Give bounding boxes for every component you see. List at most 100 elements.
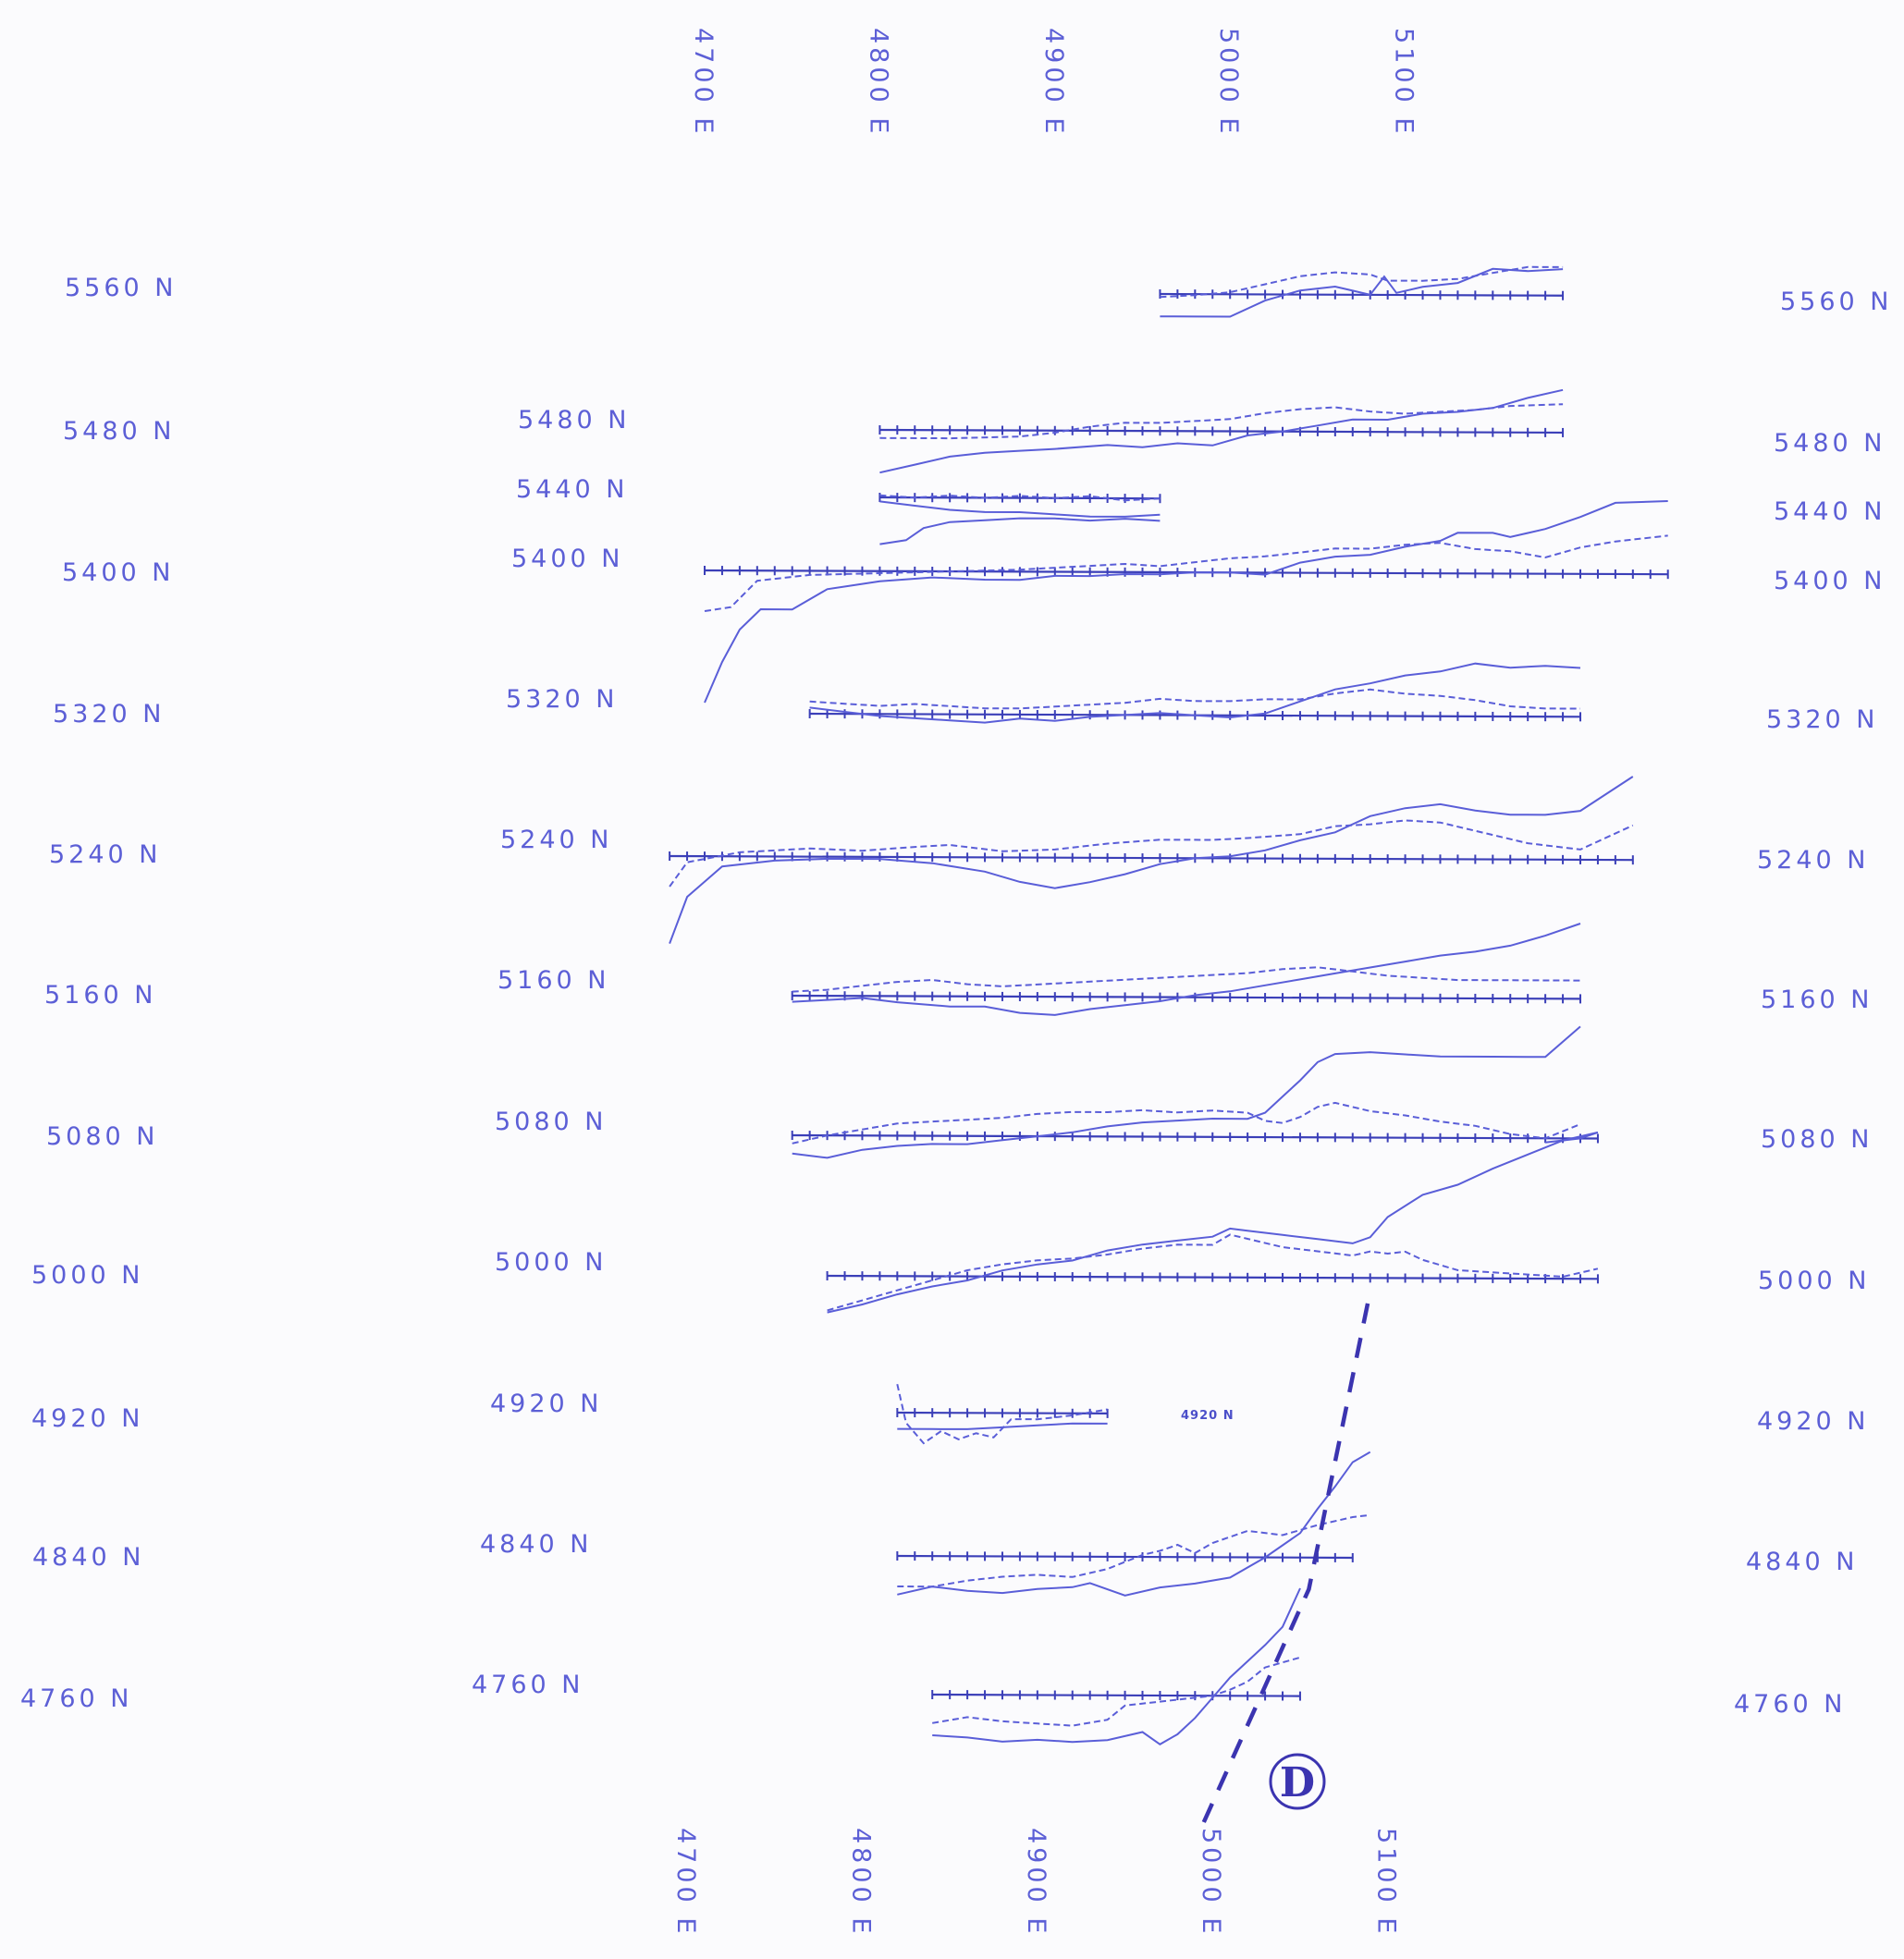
dashed-profile [879, 403, 1564, 440]
dashed-profile [669, 819, 1634, 888]
mid-row-label-5440-n: 5440 N [516, 475, 629, 504]
profile-5480-n [878, 388, 1565, 474]
dashed-profile [809, 688, 1581, 710]
solid-profile [792, 1025, 1581, 1159]
baseline [932, 1693, 1300, 1697]
right-row-label-5240-n: 5240 N [1757, 846, 1870, 875]
profile-5320-n [808, 662, 1581, 724]
top-axis-label-4700-e: 4700 E [689, 28, 718, 137]
right-row-label-4760-n: 4760 N [1734, 1690, 1847, 1719]
right-row-label-5400-n: 5400 N [1774, 567, 1886, 595]
top-axis-label-5100-e: 5100 E [1390, 28, 1419, 137]
dashed-profile [827, 1233, 1599, 1312]
marker-letter: D [1280, 1759, 1315, 1806]
profile-5240-n [669, 776, 1634, 944]
bottom-axis-label-5100-e: 5100 E [1372, 1828, 1401, 1937]
baseline [879, 428, 1564, 435]
top-axis-label-4900-e: 4900 E [1039, 28, 1068, 137]
profile-5080-n [791, 1025, 1599, 1159]
dashed-profile [897, 1513, 1370, 1588]
left-row-label-5000-n: 5000 N [31, 1261, 144, 1290]
mid-row-label-4760-n: 4760 N [472, 1671, 584, 1699]
solid-profile [879, 500, 1161, 518]
mid-row-label-5240-n: 5240 N [500, 826, 613, 854]
baseline-ticks [791, 991, 1581, 1004]
baseline-ticks [826, 1271, 1599, 1284]
dashed-profile [704, 534, 1668, 612]
bottom-easting-axis: 4700 E 4800 E 4900 E 5000 E 5100 E [671, 1828, 1401, 1937]
right-row-label-4840-n: 4840 N [1746, 1548, 1859, 1576]
small-line-label: 4920 N [1181, 1409, 1235, 1423]
baseline-ticks [896, 1408, 1109, 1418]
baseline-ticks [896, 1551, 1354, 1562]
mid-row-label-5160-n: 5160 N [497, 966, 610, 995]
dashed-profile [1160, 265, 1564, 299]
solid-profile [1160, 267, 1564, 318]
trend-line-group [1201, 1291, 1372, 1823]
baseline-ticks [704, 566, 1669, 580]
solid-profile [669, 776, 1634, 944]
profile-4760-n [931, 1587, 1301, 1745]
interpreted-trend-line [1201, 1291, 1372, 1823]
top-axis-label-4800-e: 4800 E [864, 28, 892, 137]
left-row-label-5160-n: 5160 N [44, 981, 157, 1010]
right-row-label-5160-n: 5160 N [1761, 986, 1873, 1014]
profile-5560-n [1159, 265, 1565, 318]
mid-row-label-5480-n: 5480 N [518, 406, 631, 435]
solid-profile [897, 1451, 1371, 1597]
middle-northing-labels: 5480 N 5440 N 5400 N 5320 N 5240 N 5160 N 5080… [472, 406, 631, 1699]
solid-profile [809, 662, 1581, 724]
mid-row-label-5400-n: 5400 N [511, 545, 624, 573]
solid-profile [827, 1131, 1599, 1314]
marker-d: D [1269, 1753, 1326, 1810]
baseline-ticks [878, 493, 1161, 504]
right-row-label-5080-n: 5080 N [1761, 1125, 1873, 1154]
profile-lines [669, 265, 1669, 1745]
right-northing-labels: 5560 N 5480 N 5440 N 5400 N 5320 N 5240 N 5160… [1734, 288, 1893, 1719]
baseline-ticks [791, 1131, 1599, 1144]
right-row-label-4920-n: 4920 N [1757, 1407, 1870, 1436]
top-axis-label-5000-e: 5000 E [1214, 28, 1243, 137]
right-row-label-5440-n: 5440 N [1774, 497, 1886, 526]
bottom-axis-label-4700-e: 4700 E [671, 1828, 700, 1937]
bottom-axis-label-5000-e: 5000 E [1197, 1828, 1225, 1937]
baseline [1160, 292, 1564, 297]
baseline-ticks [878, 425, 1565, 437]
solid-profile [704, 500, 1668, 704]
right-row-label-5480-n: 5480 N [1774, 429, 1886, 458]
mid-row-label-5080-n: 5080 N [495, 1108, 608, 1136]
left-row-label-5480-n: 5480 N [63, 417, 176, 446]
left-row-label-5320-n: 5320 N [53, 700, 166, 729]
solid-profile [932, 1587, 1301, 1745]
left-row-label-5560-n: 5560 N [65, 274, 178, 302]
top-easting-axis: 4700 E 4800 E 4900 E 5000 E 5100 E [689, 28, 1419, 137]
right-row-label-5560-n: 5560 N [1780, 288, 1893, 316]
bottom-axis-label-4800-e: 4800 E [846, 1828, 875, 1937]
mid-row-label-5000-n: 5000 N [495, 1248, 608, 1277]
dashed-profile [879, 494, 1161, 502]
profile-5400-n [704, 500, 1669, 704]
right-row-label-5320-n: 5320 N [1766, 705, 1879, 734]
baseline [669, 854, 1633, 862]
left-row-label-4760-n: 4760 N [20, 1684, 133, 1713]
dashed-profile [792, 1101, 1581, 1145]
right-row-label-5000-n: 5000 N [1758, 1267, 1871, 1295]
left-northing-labels: 5560 N 5480 N 5400 N 5320 N 5240 N 5160 N 5080… [20, 274, 178, 1713]
dashed-profile [792, 966, 1581, 993]
mid-row-label-4840-n: 4840 N [480, 1530, 593, 1559]
mid-row-label-5320-n: 5320 N [506, 685, 619, 714]
solid-profile [879, 388, 1564, 474]
left-row-label-4920-n: 4920 N [31, 1404, 144, 1433]
marker-circle [1269, 1753, 1326, 1810]
extra-solid-profile [879, 517, 1161, 545]
profile-5440-n [878, 493, 1161, 545]
bottom-axis-label-4900-e: 4900 E [1022, 1828, 1050, 1937]
dashed-profile [932, 1656, 1301, 1727]
left-row-label-5080-n: 5080 N [46, 1122, 159, 1151]
profile-4840-n [896, 1451, 1371, 1597]
left-row-label-5400-n: 5400 N [62, 558, 175, 587]
dashed-profile [896, 1383, 1108, 1445]
solid-profile [792, 923, 1581, 1016]
profile-5160-n [791, 923, 1581, 1016]
